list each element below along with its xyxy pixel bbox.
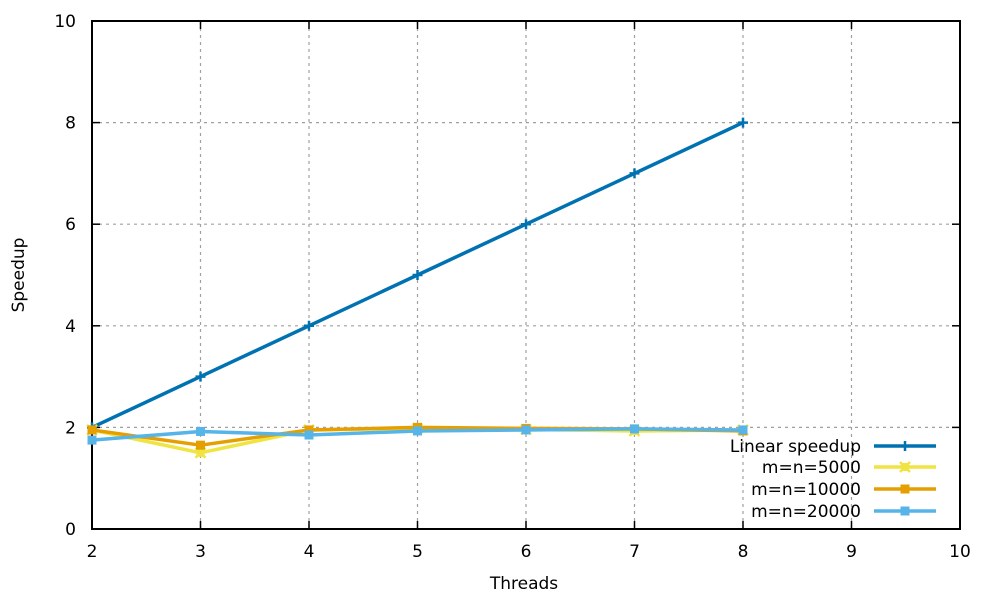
x-tick-label: 2 [87, 542, 98, 562]
x-tick-label: 7 [629, 542, 640, 562]
series-0-point [738, 117, 748, 128]
legend-point [900, 506, 910, 516]
y-tick-label: 6 [65, 215, 76, 235]
legend-entry: m=n=10000 [751, 480, 936, 500]
series-0-point [304, 320, 314, 331]
series-2-point [196, 440, 205, 450]
series-3-point [196, 426, 205, 436]
series-0-point [195, 371, 206, 382]
x-tick-label: 4 [304, 542, 315, 562]
series-3-point [413, 426, 422, 436]
series-0-point [521, 219, 531, 230]
series-3-point [738, 425, 748, 435]
series-2-point [304, 425, 314, 435]
series-layer [86, 117, 749, 459]
y-axis-title: Speedup [9, 238, 29, 313]
legend-point [899, 461, 911, 473]
legend-entry: Linear speedup [730, 437, 936, 457]
y-tick-label: 4 [65, 317, 76, 337]
legend-point [900, 441, 910, 451]
x-tick-label: 6 [521, 542, 532, 562]
series-0-point [412, 270, 423, 280]
legend-label: m=n=5000 [762, 458, 861, 478]
y-tick-label: 10 [54, 12, 76, 32]
x-tick-label: 8 [738, 542, 749, 562]
x-tick-label: 3 [195, 542, 206, 562]
legend-label: Linear speedup [730, 437, 861, 457]
y-tick-label: 2 [65, 418, 76, 438]
legend-point [900, 484, 910, 494]
legend-entry: m=n=5000 [762, 458, 936, 478]
y-tick-label: 0 [65, 520, 76, 540]
series-3-point [630, 424, 639, 434]
series-0 [87, 117, 748, 433]
y-tick-label: 8 [65, 114, 76, 134]
series-3-point [521, 425, 531, 435]
series-3-point [87, 435, 97, 445]
legend-label: m=n=10000 [751, 480, 861, 500]
x-axis-title: Threads [489, 574, 558, 594]
legend-entry: m=n=20000 [751, 502, 936, 522]
x-tick-label: 10 [949, 542, 971, 562]
series-2-point [87, 425, 97, 435]
x-tick-label: 5 [412, 542, 423, 562]
series-3 [87, 424, 748, 445]
x-tick-label: 9 [846, 542, 857, 562]
series-0-point [629, 168, 640, 179]
series-3-point [304, 430, 314, 440]
legend-label: m=n=20000 [751, 502, 861, 522]
